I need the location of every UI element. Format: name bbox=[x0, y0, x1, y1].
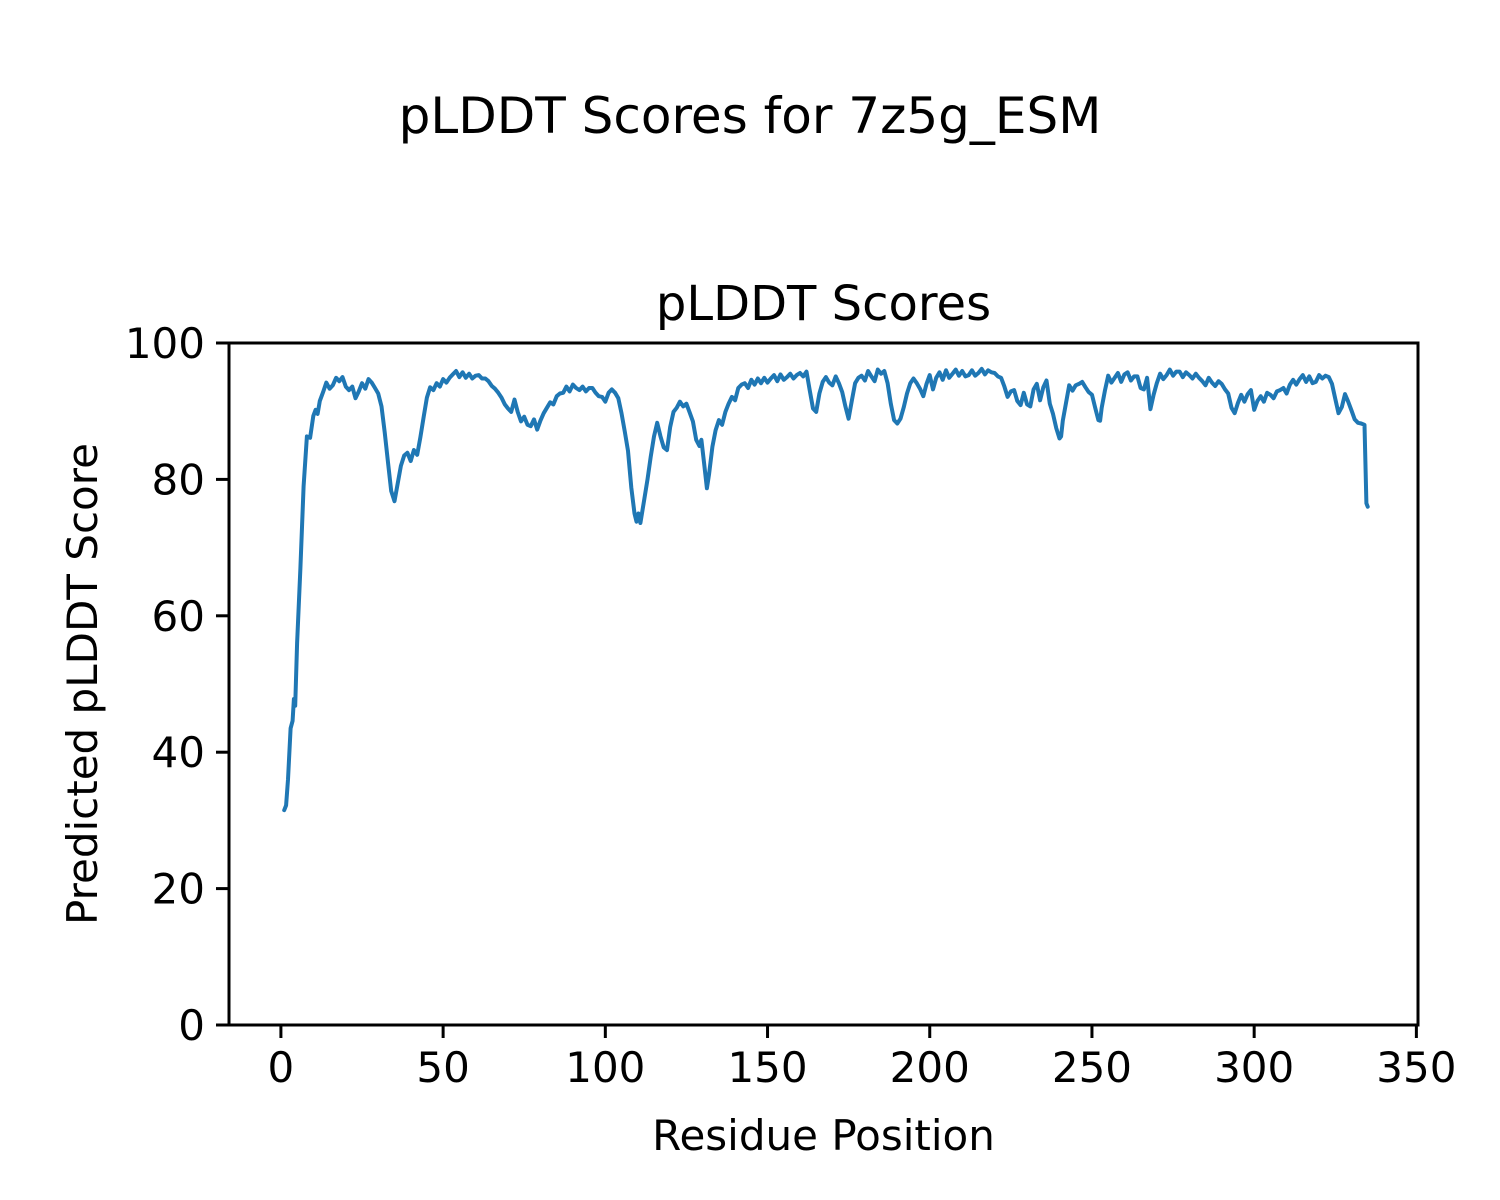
x-tick-label: 0 bbox=[268, 1043, 295, 1092]
x-tick-label: 200 bbox=[890, 1043, 970, 1092]
plddt-line bbox=[282, 366, 1370, 813]
x-tick-label: 300 bbox=[1214, 1043, 1294, 1092]
axes-frame bbox=[227, 341, 1420, 1027]
axes-title: pLDDT Scores bbox=[655, 276, 992, 332]
x-tick-label: 100 bbox=[565, 1043, 645, 1092]
y-tick-label: 80 bbox=[152, 455, 205, 504]
x-tick-label: 350 bbox=[1376, 1043, 1456, 1092]
x-tick-label: 250 bbox=[1052, 1043, 1132, 1092]
y-tick-label: 0 bbox=[178, 1001, 205, 1050]
x-tick-label: 150 bbox=[727, 1043, 807, 1092]
y-tick-label: 20 bbox=[152, 865, 205, 914]
y-tick-label: 60 bbox=[152, 592, 205, 641]
x-tick-label: 50 bbox=[416, 1043, 469, 1092]
y-axis-label: Predicted pLDDT Score bbox=[57, 443, 107, 925]
y-tick-label: 100 bbox=[125, 319, 205, 368]
x-axis-label: Residue Position bbox=[652, 1111, 995, 1160]
figure-title: pLDDT Scores for 7z5g_ESM bbox=[398, 87, 1102, 145]
y-tick-label: 40 bbox=[152, 728, 205, 777]
